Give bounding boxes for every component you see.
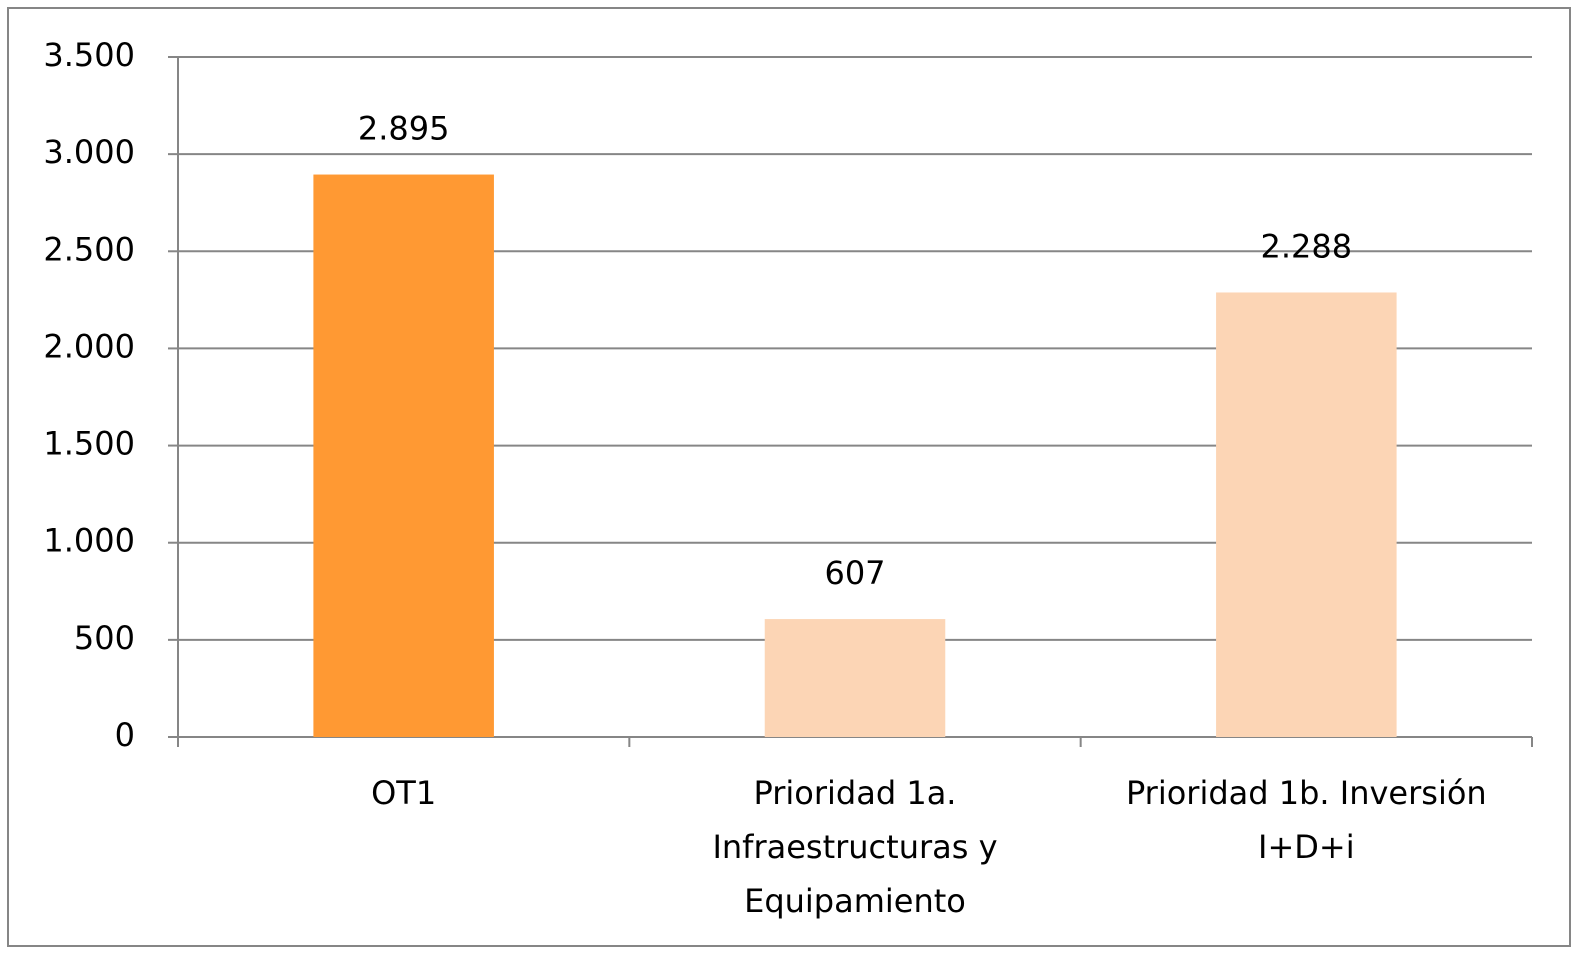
x-tick-label: Prioridad 1a. Infraestructuras y Equipam… [712, 774, 998, 920]
x-tick-label-box: Prioridad 1b. Inversión I+D+i [1125, 774, 1487, 866]
value-label: 607 [824, 554, 885, 592]
bar [313, 174, 494, 738]
x-tick-label: Prioridad 1b. Inversión I+D+i [1125, 774, 1487, 866]
x-tick-label: OT1 [371, 774, 437, 812]
bar [764, 619, 946, 737]
y-tick-label: 0 [115, 716, 135, 754]
y-tick-label: 2.500 [43, 230, 135, 268]
y-tick-label: 500 [74, 619, 135, 657]
bar [1216, 292, 1397, 737]
y-tick-label: 3.500 [43, 36, 135, 74]
x-tick-label-box: Prioridad 1a. Infraestructuras y Equipam… [712, 774, 998, 920]
y-tick-label: 1.000 [43, 522, 135, 560]
value-label: 2.288 [1261, 227, 1353, 265]
x-tick-label-box: OT1 [371, 774, 437, 812]
y-tick-label: 1.500 [43, 425, 135, 463]
y-tick-label: 3.000 [43, 133, 135, 171]
value-label: 2.895 [358, 110, 450, 148]
y-tick-label: 2.000 [43, 327, 135, 365]
